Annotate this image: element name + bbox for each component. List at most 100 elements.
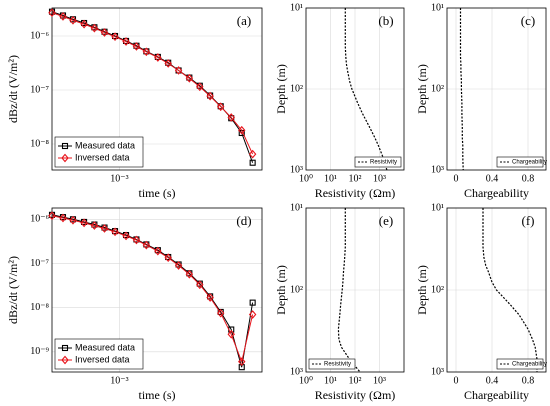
legend: Resistivity bbox=[354, 156, 402, 168]
x-tick-label: 10⁻³ bbox=[110, 375, 128, 386]
panel-label: (f) bbox=[522, 213, 535, 228]
panel-label: (c) bbox=[521, 13, 535, 28]
y-tick-label: 10⁻⁹ bbox=[30, 346, 49, 357]
marker bbox=[100, 224, 109, 233]
marker bbox=[206, 293, 214, 302]
marker bbox=[90, 221, 99, 230]
marker bbox=[227, 329, 235, 339]
x-tick-label: 10⁰ bbox=[299, 173, 313, 184]
marker bbox=[174, 261, 183, 270]
y-tick-label: 10³ bbox=[431, 164, 444, 175]
marker bbox=[154, 246, 162, 256]
y-tick-label: 10⁻⁸ bbox=[30, 138, 49, 149]
legend-label: Measured data bbox=[75, 140, 135, 150]
x-tick-label: 0.4 bbox=[486, 375, 499, 386]
plot-frame bbox=[446, 7, 547, 171]
legend-box bbox=[496, 358, 544, 370]
x-tick-label: 10⁰ bbox=[299, 375, 313, 386]
marker bbox=[216, 308, 225, 318]
legend: Chargeability bbox=[496, 156, 547, 168]
legend-label: Inversed data bbox=[75, 354, 130, 364]
panel-label: (a) bbox=[237, 13, 251, 28]
x-axis-label: Chargeability bbox=[464, 388, 529, 402]
marker bbox=[80, 218, 88, 228]
legend: Measured data Inversed data bbox=[54, 338, 144, 370]
x-tick-label: 0 bbox=[454, 375, 459, 386]
profile-line bbox=[459, 8, 464, 171]
legend-label: Chargeability bbox=[512, 160, 547, 166]
y-tick-label: 10² bbox=[431, 284, 444, 295]
marker bbox=[132, 42, 141, 51]
panel-label: (e) bbox=[379, 213, 393, 228]
legend: Measured data Inversed data bbox=[54, 136, 144, 168]
marker bbox=[164, 59, 172, 68]
marker bbox=[185, 73, 194, 83]
legend-label: Inversed data bbox=[75, 152, 130, 162]
marker bbox=[122, 37, 130, 46]
panel-label: (b) bbox=[378, 13, 393, 28]
marker bbox=[69, 15, 77, 25]
x-axis-label: Resistivity (Ωm) bbox=[315, 388, 396, 402]
marker bbox=[80, 19, 88, 29]
profile-line bbox=[337, 208, 361, 373]
x-tick-label: 10¹ bbox=[324, 375, 337, 386]
y-axis-label: Depth (m) bbox=[415, 265, 429, 315]
x-tick-label: 0.8 bbox=[522, 375, 535, 386]
marker bbox=[164, 253, 172, 263]
y-axis-label: Depth (m) bbox=[274, 64, 288, 114]
y-tick-label: 10² bbox=[290, 284, 303, 295]
marker bbox=[111, 32, 119, 42]
y-axis-label: Depth (m) bbox=[274, 265, 288, 315]
marker bbox=[111, 227, 119, 237]
marker bbox=[248, 149, 257, 159]
panel-label: (d) bbox=[236, 213, 251, 228]
marker bbox=[238, 125, 246, 135]
marker bbox=[61, 344, 69, 352]
legend-label: Resistivity bbox=[370, 160, 397, 166]
y-tick-label: 10⁻⁷ bbox=[30, 84, 49, 95]
marker bbox=[122, 231, 130, 241]
marker bbox=[174, 66, 183, 75]
data-line bbox=[51, 215, 254, 364]
x-tick-label: 0.8 bbox=[522, 173, 535, 184]
marker bbox=[48, 8, 56, 18]
y-tick-label: 10¹ bbox=[290, 2, 303, 13]
plot-frame bbox=[51, 7, 263, 171]
marker bbox=[61, 153, 69, 163]
legend-box bbox=[54, 338, 144, 370]
marker bbox=[61, 142, 69, 150]
marker bbox=[227, 113, 235, 122]
marker bbox=[61, 355, 69, 365]
x-tick-label: 10² bbox=[349, 375, 362, 386]
marker bbox=[238, 357, 246, 367]
x-tick-label: 10² bbox=[349, 173, 362, 184]
marker bbox=[216, 102, 225, 112]
legend: Chargeability bbox=[496, 358, 547, 370]
legend-label: Chargeability bbox=[512, 362, 547, 368]
legend: Resistivity bbox=[308, 358, 356, 370]
marker bbox=[196, 82, 204, 92]
marker bbox=[69, 215, 77, 225]
marker bbox=[196, 280, 204, 290]
x-tick-label: 0.4 bbox=[486, 173, 499, 184]
plot-frame bbox=[305, 7, 405, 171]
marker bbox=[132, 235, 141, 245]
marker bbox=[248, 310, 257, 319]
x-axis-label: Chargeability bbox=[464, 186, 529, 200]
y-tick-label: 10⁻⁶ bbox=[30, 30, 49, 41]
marker bbox=[206, 91, 214, 101]
y-axis-label: dBz/dt (V/m²) bbox=[6, 55, 20, 123]
y-tick-label: 10⁻⁸ bbox=[30, 302, 49, 313]
marker bbox=[48, 211, 56, 221]
x-tick-label: 10⁻³ bbox=[110, 173, 128, 184]
legend-box bbox=[308, 358, 356, 370]
x-tick-label: 10¹ bbox=[324, 173, 337, 184]
y-tick-label: 10³ bbox=[290, 164, 303, 175]
plot-frame bbox=[305, 207, 405, 373]
legend-box bbox=[496, 156, 544, 168]
y-tick-label: 10³ bbox=[290, 366, 303, 377]
y-axis-label: dBz/dt (V/m²) bbox=[6, 256, 20, 324]
y-tick-label: 10¹ bbox=[431, 2, 444, 13]
y-tick-label: 10¹ bbox=[290, 202, 303, 213]
